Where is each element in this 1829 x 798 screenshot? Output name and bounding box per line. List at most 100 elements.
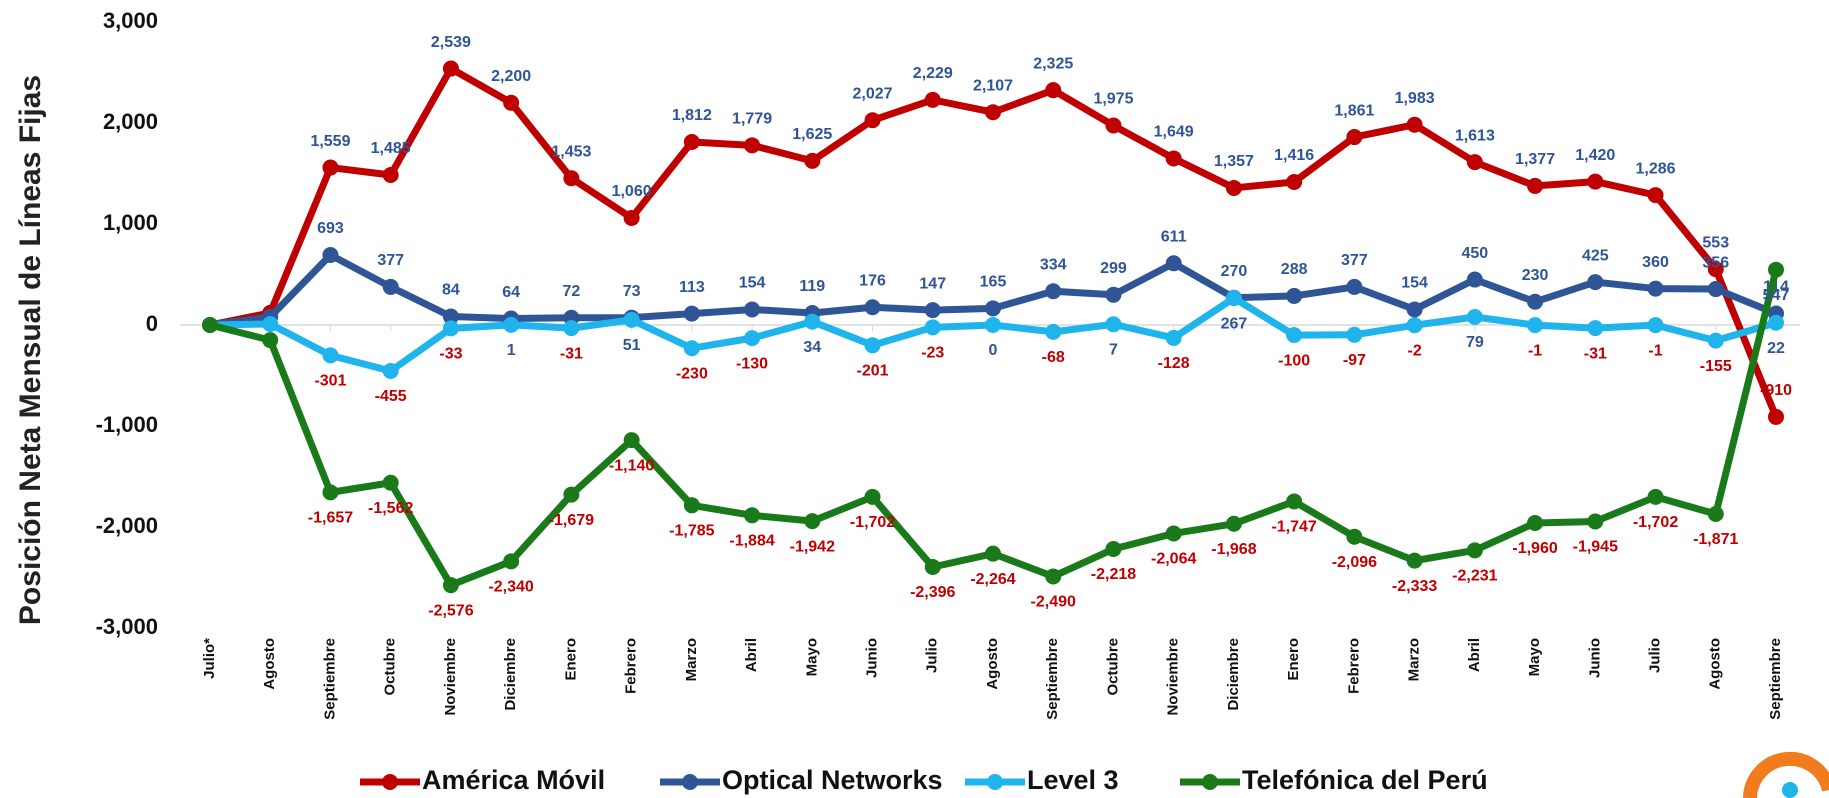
data-label: 2,027	[853, 85, 893, 102]
data-point	[1647, 488, 1664, 505]
data-label: 299	[1100, 260, 1127, 277]
data-point	[1527, 177, 1544, 194]
data-label: 0	[989, 342, 998, 359]
legend-label: Telefónica del Perú	[1242, 765, 1488, 795]
data-point	[924, 302, 941, 319]
data-label: 1,613	[1455, 127, 1495, 144]
data-label: 1,649	[1154, 124, 1194, 141]
data-label: 1,060	[612, 183, 652, 200]
data-label: 1	[507, 342, 516, 359]
data-point	[442, 577, 459, 594]
data-point	[202, 317, 218, 333]
legend-label: América Móvil	[422, 765, 605, 795]
data-point	[442, 320, 459, 337]
y-tick-label: 0	[146, 311, 158, 336]
series-line	[209, 65, 1780, 419]
legend: América Móvil Optical Networks Level 3 Tele…	[360, 765, 1488, 795]
data-point	[744, 507, 761, 524]
data-point	[382, 167, 399, 184]
data-label: 1,559	[310, 133, 350, 150]
data-label: -130	[736, 355, 768, 372]
data-label: -1,679	[549, 512, 594, 529]
data-label: 119	[799, 278, 825, 295]
x-tick-label: Mayo	[803, 638, 820, 676]
data-point	[623, 311, 640, 328]
data-label: -1,562	[368, 500, 413, 517]
data-label: -1,702	[1633, 514, 1678, 531]
data-point	[864, 488, 881, 505]
data-point	[1165, 525, 1182, 542]
x-tick-label: Julio	[924, 638, 941, 673]
data-label: 611	[1161, 229, 1187, 246]
data-label: 165	[980, 274, 1007, 291]
data-point	[1768, 408, 1784, 425]
x-tick-label: Enero	[1285, 638, 1302, 681]
x-tick-label: Junio	[1586, 638, 1603, 678]
data-label: -1,871	[1693, 531, 1738, 548]
y-tick-label: -1,000	[96, 412, 158, 437]
data-label: 154	[1401, 275, 1428, 292]
data-label: 34	[803, 339, 821, 356]
data-label: -1,945	[1573, 539, 1618, 556]
data-point	[1647, 317, 1664, 334]
data-point	[1346, 129, 1363, 146]
data-label: 693	[317, 220, 344, 237]
data-label: -201	[857, 363, 889, 380]
y-tick-label: 2,000	[103, 109, 158, 134]
x-tick-label: Octubre	[382, 638, 399, 696]
data-point	[804, 513, 821, 530]
data-label: -455	[375, 388, 407, 405]
data-point	[1286, 287, 1303, 304]
data-point	[1707, 281, 1724, 298]
data-label: 377	[377, 252, 404, 269]
data-point	[382, 278, 399, 295]
x-tick-label: Junio	[864, 638, 881, 678]
data-label: 1,812	[672, 107, 712, 124]
x-tick-label: Marzo	[1406, 638, 1423, 681]
data-label: -2,396	[910, 584, 955, 601]
data-label: 1,420	[1575, 147, 1615, 164]
data-label: 230	[1522, 267, 1549, 284]
x-tick-label: Septiembre	[1044, 638, 1061, 720]
data-label: -2,218	[1091, 566, 1136, 583]
data-label: -2,333	[1392, 578, 1437, 595]
data-label: 270	[1221, 263, 1248, 280]
data-point	[1707, 261, 1724, 278]
data-label: -2,096	[1332, 554, 1377, 571]
data-point	[1165, 150, 1182, 167]
data-point	[442, 308, 459, 325]
data-label: -2,490	[1031, 594, 1076, 611]
x-tick-label: Mayo	[1526, 638, 1543, 676]
data-point	[744, 137, 761, 154]
data-label: -97	[1343, 352, 1366, 369]
data-point	[1165, 255, 1182, 272]
data-label: -68	[1042, 349, 1065, 366]
data-point	[322, 347, 339, 364]
x-tick-label: Agosto	[261, 638, 278, 690]
data-label: -2,064	[1151, 551, 1196, 568]
data-label: 1,377	[1515, 151, 1555, 168]
data-point	[503, 94, 520, 111]
data-point	[1225, 290, 1242, 307]
data-point	[1346, 326, 1363, 343]
data-point	[563, 320, 580, 337]
data-label: 2,229	[913, 65, 953, 82]
y-axis-title: Posición Neta Mensual de Líneas Fijas	[14, 75, 47, 625]
data-point	[1527, 514, 1544, 531]
data-point	[985, 104, 1001, 121]
x-tick-label: Noviembre	[1165, 638, 1182, 716]
data-point	[1406, 116, 1423, 133]
data-label: 51	[623, 337, 641, 354]
data-label: -1,785	[669, 523, 714, 540]
data-label: -1,960	[1512, 540, 1557, 557]
data-label: 2,107	[973, 77, 1013, 94]
data-label: 1,779	[732, 111, 772, 128]
data-point	[985, 300, 1001, 317]
data-point	[1346, 278, 1363, 295]
data-label: 450	[1461, 245, 1488, 262]
data-label: -23	[921, 345, 944, 362]
data-label: 22	[1767, 340, 1785, 357]
data-label: 1,975	[1093, 91, 1133, 108]
data-point	[864, 337, 881, 354]
